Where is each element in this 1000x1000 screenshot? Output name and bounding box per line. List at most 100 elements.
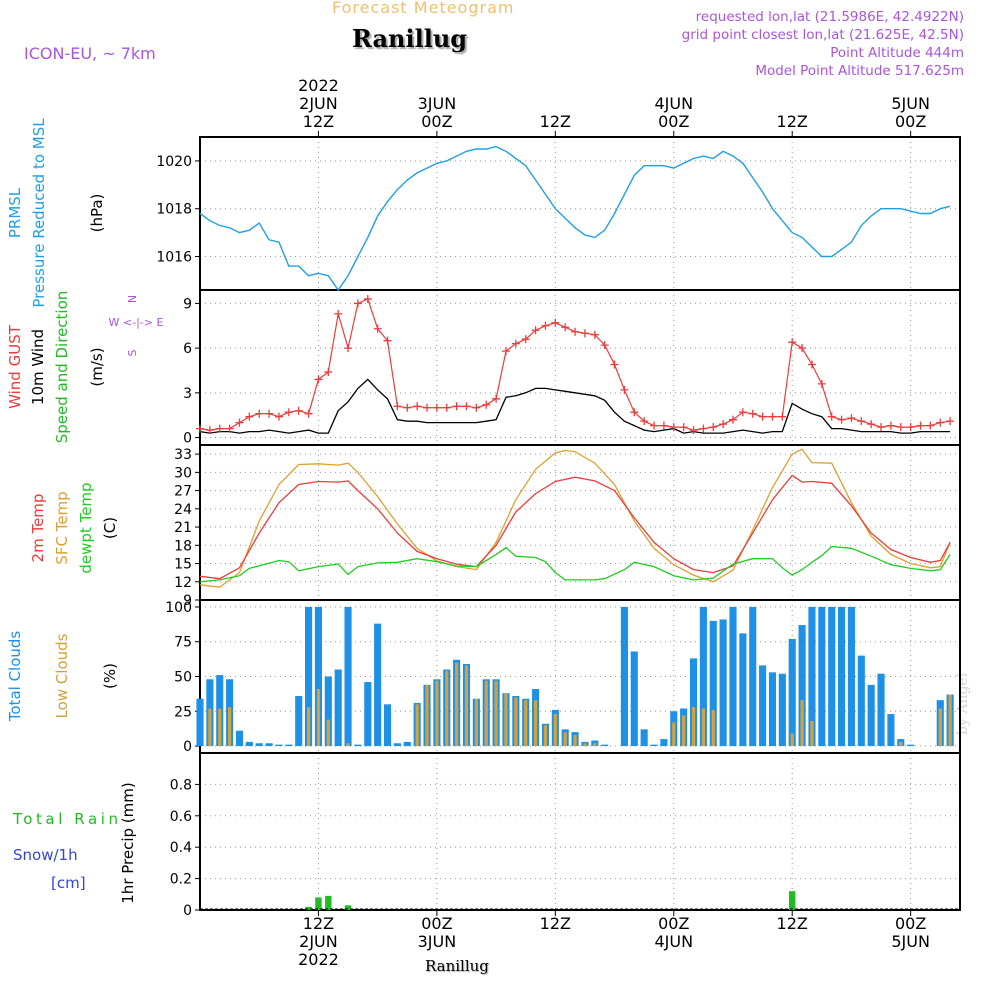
gust-marker [817,379,826,388]
time-label-bottom: 2JUN [299,932,338,951]
gust-marker [877,423,886,432]
gust-marker [501,347,510,356]
low-clouds-bar [682,715,686,747]
y-tick-label: 1016 [156,250,192,266]
time-label-top: 3JUN [418,94,457,113]
time-label-top: 00Z [895,112,926,131]
total-clouds-bar [374,623,382,747]
low-clouds-bar [711,709,715,747]
gust-marker [482,400,491,409]
low-clouds-bar [208,708,212,747]
total-clouds-bar [768,672,777,747]
gust-marker [511,339,520,348]
time-label-top: 12Z [303,112,334,131]
gust-marker [788,338,797,347]
total-clouds-bar [305,606,313,747]
y-axis-label: 10m Wind [29,329,47,405]
y-tick-label: 30 [174,465,192,481]
total-clouds-bar [403,741,411,747]
time-label-bottom: 12Z [777,914,808,933]
time-label-bottom: 00Z [421,914,452,933]
total-clouds-bar [334,669,342,747]
total-clouds-bar [245,741,253,747]
y-axis-label: Low Clouds [53,633,71,718]
gust-line [199,298,951,431]
gust-marker [679,423,688,432]
total-clouds-bar [314,606,322,747]
low-clouds-bar [464,665,469,747]
y-tick-label: 24 [174,502,192,518]
precip-axis-label: 1hr Precip (mm) [119,782,137,903]
total-clouds-bar [699,606,707,747]
low-clouds-bar [543,725,548,747]
total-clouds-bar [709,620,717,747]
low-clouds-bar [810,721,814,747]
gust-marker [353,299,362,308]
total-rain-label: Total Rain [12,810,118,828]
compass-north: N [126,295,139,303]
panel-4: 0 0.2 0.4 0.6 0.8 [170,752,961,919]
y-axis-label: (m/s) [88,347,106,386]
total-clouds-bar [857,655,865,747]
total-clouds-bar [847,606,855,747]
gust-marker [620,385,629,394]
gust-marker [294,406,303,415]
chart-title: Ranillug [352,24,468,53]
low-clouds-bar [524,700,528,747]
temp2m-line [199,474,951,580]
time-label-bottom: 00Z [895,914,926,933]
gust-marker [650,421,659,430]
low-clouds-bar [346,743,350,747]
total-clouds-bar [650,744,658,747]
compass-south: S [126,349,139,356]
y-tick-label: 1018 [156,202,192,218]
total-clouds-bar [285,744,293,747]
total-clouds-bar [828,606,836,747]
total-clouds-bar [759,665,767,747]
pressure-line [199,145,951,292]
gust-marker [265,409,274,418]
gust-marker [827,412,836,421]
time-label-bottom: 3JUN [418,932,457,951]
time-label-top: 2JUN [299,94,338,113]
y-axis-label: (hPa) [88,194,106,233]
gust-marker [304,409,313,418]
gust-marker [837,415,846,424]
gust-marker [640,417,649,426]
gust-marker [314,375,323,384]
gust-marker [215,424,224,433]
gust-marker [728,415,737,424]
y-tick-label: 75 [174,635,192,651]
y-tick-label: 9 [183,593,192,609]
total-clouds-bar [393,743,401,747]
gust-marker [758,412,767,421]
y-tick-label: 100 [165,600,192,616]
panel-frame [199,752,961,911]
y-tick-label: 33 [174,447,192,463]
low-clouds-bar [593,743,597,747]
gust-marker [748,409,757,418]
dewpt-line [199,545,951,583]
y-tick-label: 25 [174,704,192,720]
y-tick-label: 21 [174,520,192,536]
gust-marker [946,417,955,426]
gust-marker [857,417,866,426]
gust-marker [423,403,432,412]
y-tick-label: 1020 [156,154,192,170]
total-clouds-bar [354,744,362,747]
low-clouds-bar [435,680,439,747]
footer-location: Ranillug [425,957,489,975]
gust-marker [709,423,718,432]
low-clouds-bar [938,708,942,747]
total-clouds-bar [689,658,698,747]
gust-marker [738,408,747,417]
total-clouds-bar [275,744,283,747]
low-clouds-bar [553,714,557,747]
total-clouds-bar [887,714,895,747]
total-clouds-bar [798,625,806,747]
low-clouds-bar [504,693,508,747]
gust-marker [284,408,293,417]
gust-marker [373,324,382,333]
y-tick-label: 0.6 [170,809,192,825]
gust-marker [590,330,599,339]
